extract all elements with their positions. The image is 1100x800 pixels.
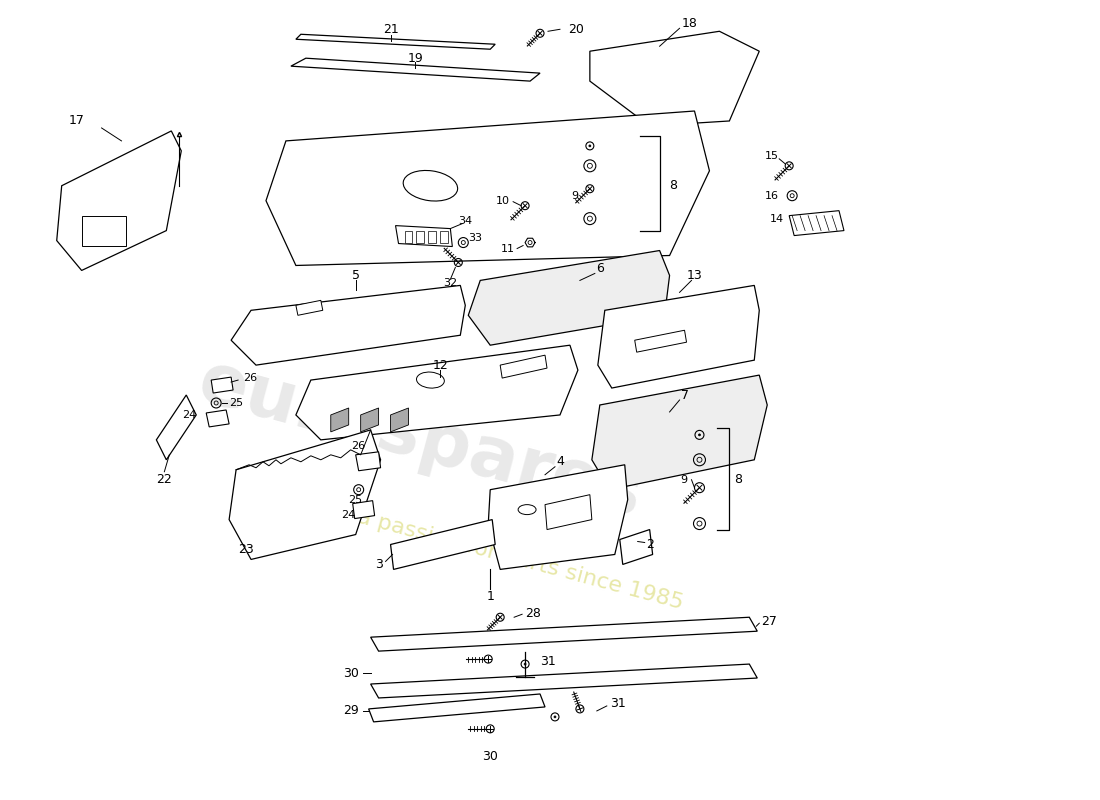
Text: 9: 9 <box>571 190 578 201</box>
Text: 24: 24 <box>342 510 355 520</box>
Polygon shape <box>440 230 449 242</box>
Text: 22: 22 <box>156 474 173 486</box>
Polygon shape <box>361 408 378 432</box>
Text: 25: 25 <box>349 494 363 505</box>
Polygon shape <box>488 465 628 570</box>
Text: 33: 33 <box>469 233 482 242</box>
Circle shape <box>524 663 526 665</box>
Text: 8: 8 <box>670 179 678 192</box>
Ellipse shape <box>404 170 458 201</box>
Polygon shape <box>353 501 375 518</box>
Text: 31: 31 <box>540 654 556 667</box>
Text: 9: 9 <box>681 474 688 485</box>
Text: 18: 18 <box>682 17 697 30</box>
Polygon shape <box>469 250 670 345</box>
Polygon shape <box>597 286 759 388</box>
Polygon shape <box>371 664 757 698</box>
Text: 26: 26 <box>243 373 257 383</box>
Polygon shape <box>592 375 767 490</box>
Text: 2: 2 <box>646 538 653 551</box>
Text: 24: 24 <box>182 410 196 420</box>
Text: 7: 7 <box>681 389 689 402</box>
Polygon shape <box>156 395 196 460</box>
Polygon shape <box>417 230 425 242</box>
Polygon shape <box>635 330 686 352</box>
Text: 19: 19 <box>408 52 424 65</box>
Ellipse shape <box>518 505 536 514</box>
Text: 27: 27 <box>761 614 777 628</box>
Text: 4: 4 <box>556 455 564 468</box>
Polygon shape <box>390 408 408 432</box>
Polygon shape <box>211 377 233 393</box>
Text: 13: 13 <box>686 269 703 282</box>
Polygon shape <box>231 286 465 365</box>
Polygon shape <box>296 345 578 440</box>
Polygon shape <box>590 31 759 126</box>
Text: 12: 12 <box>432 358 449 372</box>
Polygon shape <box>355 452 381 470</box>
Polygon shape <box>81 216 126 246</box>
Polygon shape <box>428 230 437 242</box>
Text: a passion for parts since 1985: a passion for parts since 1985 <box>355 506 685 613</box>
Polygon shape <box>789 210 844 235</box>
Text: 3: 3 <box>375 558 383 571</box>
Text: 17: 17 <box>68 114 85 127</box>
Polygon shape <box>500 355 547 378</box>
Text: 26: 26 <box>352 441 365 451</box>
Text: 20: 20 <box>568 22 584 36</box>
Polygon shape <box>206 410 229 427</box>
Ellipse shape <box>417 372 444 388</box>
Text: 32: 32 <box>443 278 458 289</box>
Polygon shape <box>229 430 381 559</box>
Text: eurospares: eurospares <box>191 347 650 532</box>
Text: 30: 30 <box>482 750 498 763</box>
Polygon shape <box>396 226 452 246</box>
Polygon shape <box>368 694 544 722</box>
Text: 31: 31 <box>609 698 626 710</box>
Text: 16: 16 <box>766 190 779 201</box>
Text: 29: 29 <box>343 705 359 718</box>
Polygon shape <box>405 230 412 242</box>
Polygon shape <box>266 111 710 266</box>
Text: 21: 21 <box>383 22 398 36</box>
Text: 15: 15 <box>766 151 779 161</box>
Polygon shape <box>57 131 182 270</box>
Text: 34: 34 <box>459 216 472 226</box>
Text: 10: 10 <box>496 196 510 206</box>
Polygon shape <box>390 519 495 570</box>
Text: 5: 5 <box>352 269 360 282</box>
Text: 23: 23 <box>239 543 254 556</box>
Text: 14: 14 <box>770 214 784 224</box>
Text: 8: 8 <box>735 474 743 486</box>
Polygon shape <box>331 408 349 432</box>
Polygon shape <box>296 300 322 315</box>
Polygon shape <box>296 34 495 50</box>
Text: 30: 30 <box>343 666 359 679</box>
Polygon shape <box>290 58 540 81</box>
Text: 11: 11 <box>502 243 515 254</box>
Circle shape <box>698 434 701 436</box>
Polygon shape <box>544 494 592 530</box>
Text: 6: 6 <box>596 262 604 275</box>
Circle shape <box>554 716 556 718</box>
Circle shape <box>588 145 591 147</box>
Polygon shape <box>619 530 652 565</box>
Text: 25: 25 <box>229 398 243 408</box>
Polygon shape <box>371 618 757 651</box>
Text: 1: 1 <box>486 590 494 603</box>
Text: 28: 28 <box>525 606 541 620</box>
